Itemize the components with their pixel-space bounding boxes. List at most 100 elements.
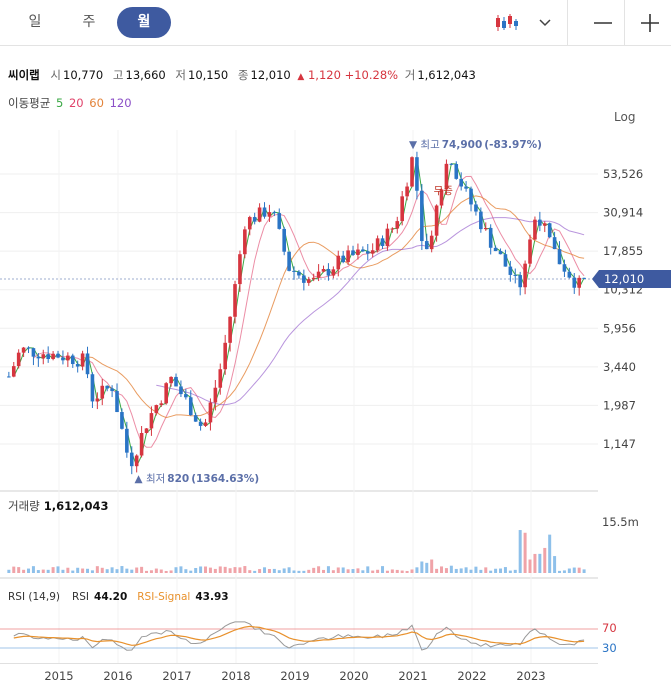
candle-body [144,428,149,433]
candle-body [238,254,242,285]
volume-bar [430,559,434,573]
volume-bar [499,568,503,573]
candle-body [179,386,183,395]
candle-body [297,271,301,276]
change-pct: +10.28% [344,68,399,82]
volume-bar [267,569,271,573]
candle-body [243,229,247,255]
volume-bar [154,568,158,573]
candle-body [449,163,454,165]
candle-body [302,275,306,283]
zoom-in-button[interactable] [630,0,670,46]
volume-bar [356,568,360,573]
volume-bar [494,568,498,573]
candle-body [115,391,119,413]
candle-body [420,190,424,242]
volume-bar [12,566,16,573]
volume-bar [223,566,227,573]
volume-bar [312,567,316,573]
candle-body [533,219,537,240]
x-tick-label: 2022 [457,669,486,683]
candle-body [326,269,331,276]
volume-panel-label: 거래량 [8,499,40,513]
candle-body [356,249,360,255]
volume-bar [90,570,94,573]
candle-body [31,348,36,357]
volume-bar [577,567,581,573]
close-label: 종 [237,68,249,82]
candle-body [410,157,414,187]
current-price-label: 12,010 [604,272,644,286]
candle-body [557,249,562,265]
rsi-panel-title: RSI (14,9) RSI 44.20 RSI-Signal 43.93 [8,591,229,603]
volume-bar [56,566,60,573]
candle-body [474,204,478,212]
chart-type-dropdown[interactable] [533,0,557,46]
high-marker-arrow: ▼ [409,139,420,151]
candle-body [361,249,365,252]
candle-body [164,383,168,404]
candle-body [567,271,572,278]
candle-body [125,428,129,453]
volume-bar [395,569,399,573]
candle-body [429,235,434,250]
chart-type-button[interactable] [487,0,527,46]
log-scale-toggle[interactable]: Log [614,110,636,124]
current-price-badge: 12,010 [592,269,671,288]
toolbar-divider [567,0,568,46]
candle-body [562,264,567,272]
candle-body [577,277,581,288]
volume-bar [518,530,522,573]
volume-bar [297,570,301,573]
y-tick-label: 1,987 [603,398,636,412]
volume-bar [405,570,409,573]
volume-bar [553,556,557,573]
volume-bar [474,566,478,573]
candle-body [139,432,144,456]
volume-bar [31,566,35,573]
candle-body [508,266,513,275]
candle-body [100,385,105,399]
candle-body [380,238,385,247]
candle-body [385,228,390,247]
candle-body [208,402,213,423]
volume-bar [115,569,119,573]
candle-body [311,277,316,280]
volume-bar [105,569,109,573]
candle-body [503,254,508,267]
candle-body [36,356,41,359]
volume-bar [513,569,517,573]
volume-bar [425,562,429,573]
moving-average-legend: 이동평균 5 20 60 120 [8,95,134,111]
candle-body [498,251,503,255]
x-tick-label: 2015 [44,669,73,683]
zoom-out-button[interactable] [582,0,624,46]
candle-body [66,355,70,361]
volume-bar [100,567,104,573]
tab-weekly[interactable]: 주 [82,14,96,30]
volume-bar [110,567,114,573]
candle-body [292,270,296,272]
tab-monthly[interactable]: 월 [117,7,171,38]
volume-bar [81,568,85,573]
volume-bar [484,567,488,573]
volume-bar [558,570,562,573]
volume-bar [41,569,45,573]
low-value: 10,150 [188,68,229,82]
volume-bar [22,569,26,573]
volume-bar [317,566,321,573]
candle-body [375,238,380,251]
volume-bar [17,567,21,573]
candle-body [70,355,75,365]
candle-body [434,205,439,236]
candle-body [41,354,46,359]
ma-line [82,195,585,419]
volume-bar [95,566,99,573]
tab-daily[interactable]: 일 [28,14,42,30]
volume-bar [125,568,129,573]
volume-bar [228,568,232,573]
rsi-label: RSI [72,591,89,603]
candle-body [85,353,90,375]
volume-bar [528,559,532,573]
